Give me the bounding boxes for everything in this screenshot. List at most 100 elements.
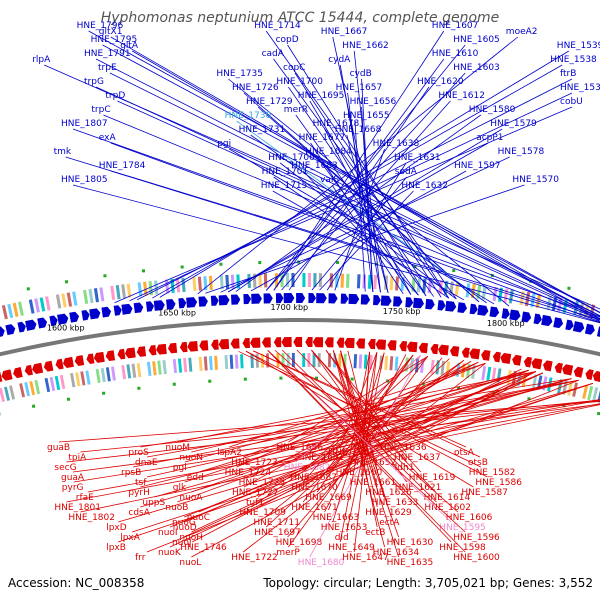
gene-label[interactable]: otsA bbox=[454, 448, 475, 458]
gene-label[interactable]: HNE_1801 bbox=[54, 503, 101, 513]
gene-label[interactable]: merR bbox=[284, 105, 308, 115]
gene-label[interactable]: HNE_1667 bbox=[321, 27, 368, 37]
gene-label[interactable]: guaA bbox=[61, 473, 85, 483]
gene-label[interactable]: HNE_1663 bbox=[313, 513, 360, 523]
gene-label[interactable]: HNE_1636 bbox=[380, 443, 427, 453]
gene-label[interactable]: dld bbox=[335, 533, 349, 543]
gene-label[interactable]: rpsB bbox=[121, 468, 141, 478]
gene-label[interactable]: HNE_1670 bbox=[291, 483, 338, 493]
gene-label[interactable]: HNE_1657 bbox=[336, 83, 383, 93]
gene-label[interactable]: proS bbox=[128, 448, 149, 458]
gene-label[interactable]: HNE_1632 bbox=[401, 181, 448, 191]
gene-label[interactable]: nuoI bbox=[158, 528, 178, 538]
gene-label[interactable]: HNE_1671 bbox=[291, 503, 338, 513]
gene-label[interactable]: cadA bbox=[262, 49, 285, 59]
gene-label[interactable]: ftrB bbox=[560, 69, 576, 79]
gene-label[interactable]: HNE_1669 bbox=[305, 493, 352, 503]
gene-label[interactable]: HNE_1687 bbox=[290, 473, 337, 483]
gene-label[interactable]: nuoA bbox=[179, 493, 203, 503]
gene-label[interactable]: HNE_1660 bbox=[336, 468, 383, 478]
gene-label[interactable]: otsB bbox=[468, 458, 488, 468]
gene-label[interactable]: pyrH bbox=[128, 488, 150, 498]
gene-label[interactable]: nuoC bbox=[187, 513, 210, 523]
gene-label[interactable]: HNE_1746 bbox=[180, 543, 227, 553]
gene-label[interactable]: HNE_1570 bbox=[512, 175, 559, 185]
gene-label[interactable]: sodA bbox=[395, 167, 418, 177]
gene-label[interactable]: guaB bbox=[47, 443, 70, 453]
gene-label[interactable]: HNE_1735 bbox=[216, 69, 263, 79]
gene-label[interactable]: HNE_1651 bbox=[328, 448, 375, 458]
gene-label[interactable]: HNE_1595 bbox=[439, 523, 486, 533]
gene-label[interactable]: HNE_1600 bbox=[453, 553, 500, 563]
gene-label[interactable]: cdsA bbox=[128, 508, 150, 518]
gene-label[interactable]: HNE_1686 bbox=[276, 443, 323, 453]
gene-label[interactable]: merP bbox=[276, 548, 300, 558]
gene-label[interactable]: moeA2 bbox=[506, 27, 538, 37]
gene-label[interactable]: exA bbox=[99, 133, 117, 143]
gene-label[interactable]: HNE_1698 bbox=[276, 538, 323, 548]
gene-label[interactable]: HNE_1706 bbox=[268, 153, 315, 163]
gene-label[interactable]: nuoN bbox=[179, 453, 203, 463]
gene-label[interactable]: HNE_1697 bbox=[254, 528, 301, 538]
gene-label[interactable]: HNE_1711 bbox=[253, 518, 300, 528]
gene-label[interactable]: nuoL bbox=[179, 558, 201, 568]
gene-label[interactable]: lpxB bbox=[106, 543, 126, 553]
gene-label[interactable]: rlpA bbox=[32, 55, 51, 65]
gene-label[interactable]: HNE_1610 bbox=[432, 49, 479, 59]
gene-label[interactable]: pyrG bbox=[62, 483, 84, 493]
gene-label[interactable]: valS bbox=[320, 175, 339, 185]
gene-label[interactable]: HNE_1612 bbox=[438, 91, 485, 101]
gene-label[interactable]: frr bbox=[135, 553, 146, 563]
gene-label[interactable]: HNE_1656 bbox=[350, 97, 397, 107]
gene-label[interactable]: HNE_1653 bbox=[321, 523, 368, 533]
gene-label[interactable]: gltX1 bbox=[99, 27, 123, 37]
gene-label[interactable]: tuf1 bbox=[246, 498, 264, 508]
gene-label[interactable]: HNE_1796 bbox=[77, 21, 124, 31]
gene-label[interactable]: nuoM bbox=[165, 443, 190, 453]
gene-label[interactable]: HNE_1683 bbox=[291, 161, 338, 171]
gene-label[interactable]: HNE_1603 bbox=[453, 63, 500, 73]
gene-label[interactable]: HNE_1606 bbox=[446, 513, 493, 523]
gene-label[interactable]: copC bbox=[283, 63, 305, 73]
gene-label[interactable]: ectA bbox=[379, 518, 400, 528]
gene-label[interactable]: HNE_1680 bbox=[298, 558, 345, 568]
gene-label[interactable]: HNE_1731 bbox=[239, 125, 286, 135]
gene-label[interactable]: HNE_1647 bbox=[342, 553, 389, 563]
gene-label[interactable]: HNE_1655 bbox=[343, 111, 390, 121]
gene-label[interactable]: HNE_1662 bbox=[342, 41, 389, 51]
gene-label[interactable]: HNE_1605 bbox=[453, 35, 500, 45]
gene-label[interactable]: HNE_1805 bbox=[61, 175, 108, 185]
gene-label[interactable]: HNE_1587 bbox=[461, 488, 508, 498]
gene-label[interactable]: HNE_1807 bbox=[61, 119, 108, 129]
gene-label[interactable]: HNE_1621 bbox=[395, 483, 442, 493]
gene-label[interactable]: glk bbox=[173, 483, 187, 493]
gene-label[interactable]: HNE_1634 bbox=[373, 548, 420, 558]
gene-label[interactable]: HNE_1723 bbox=[231, 458, 278, 468]
gene-label[interactable]: gltA bbox=[120, 41, 139, 51]
gene-label[interactable]: HNE_1582 bbox=[469, 468, 516, 478]
gene-label[interactable]: cydA bbox=[328, 55, 351, 65]
gene-label[interactable]: HNE_1626 bbox=[365, 488, 412, 498]
gene-label[interactable]: ldh1 bbox=[395, 463, 415, 473]
gene-label[interactable]: HNE_1700 bbox=[276, 77, 323, 87]
gene-label[interactable]: HNE_1729 bbox=[246, 97, 293, 107]
gene-label[interactable]: nuoB bbox=[165, 503, 188, 513]
gene-label[interactable]: pgi bbox=[217, 139, 231, 149]
gene-label[interactable]: HNE_1677 bbox=[299, 133, 346, 143]
gene-label[interactable]: HNE_1578 bbox=[498, 147, 545, 157]
gene-label[interactable]: HNE_1633 bbox=[372, 498, 419, 508]
gene-label[interactable]: lspA2 bbox=[217, 448, 242, 458]
gene-label[interactable]: HNE_1715 bbox=[261, 181, 308, 191]
gene-label[interactable]: HNE_1695 bbox=[298, 91, 345, 101]
gene-label[interactable]: secG bbox=[54, 463, 76, 473]
gene-label[interactable]: HNE_1727 bbox=[232, 488, 279, 498]
gene-label[interactable]: HNE_1586 bbox=[475, 478, 522, 488]
gene-label[interactable]: HNE_1532 bbox=[560, 83, 600, 93]
gene-label[interactable]: HNE_1791 bbox=[84, 49, 131, 59]
gene-label[interactable]: HNE_1539 bbox=[557, 41, 600, 51]
gene-label[interactable]: HNE_1602 bbox=[424, 503, 471, 513]
gene-label[interactable]: HNE_1598 bbox=[439, 543, 486, 553]
gene-label[interactable]: HNE_1538 bbox=[550, 55, 597, 65]
gene-label[interactable]: tpiA bbox=[68, 453, 87, 463]
gene-label[interactable]: HNE_1596 bbox=[453, 533, 500, 543]
